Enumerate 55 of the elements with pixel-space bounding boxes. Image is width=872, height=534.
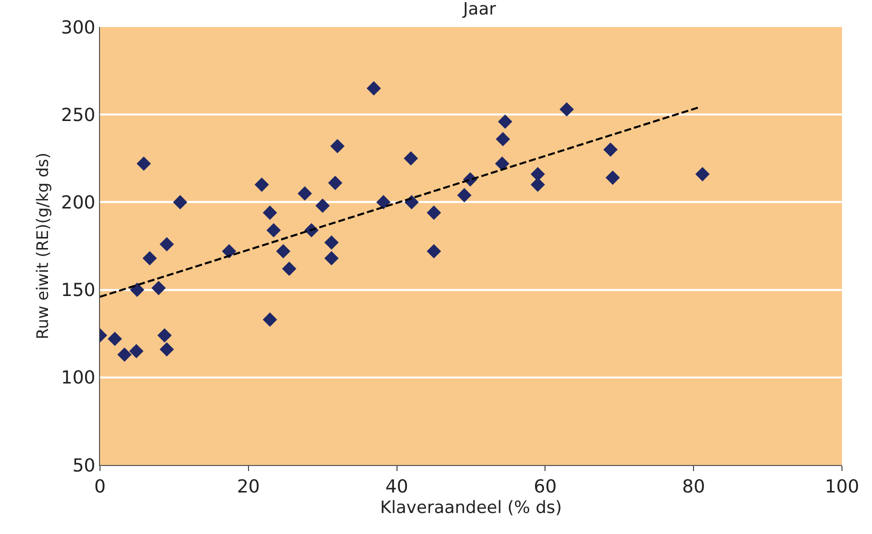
- point: [108, 332, 122, 346]
- point: [282, 262, 296, 276]
- y-tick-label: 200: [61, 192, 96, 214]
- point: [262, 312, 278, 327]
- point: [496, 132, 510, 146]
- point: [366, 81, 381, 96]
- point: [324, 251, 339, 266]
- point: [117, 347, 132, 362]
- point: [530, 167, 545, 182]
- y-tick-label: 150: [61, 280, 96, 302]
- point: [404, 195, 419, 210]
- x-tick-label: 0: [94, 476, 106, 498]
- x-tick-label: 100: [824, 476, 860, 498]
- x-tick-label: 40: [385, 476, 408, 498]
- point: [530, 178, 545, 192]
- point: [160, 342, 174, 357]
- point: [695, 167, 710, 182]
- x-tick-label: 60: [534, 476, 557, 498]
- y-tick-label: 250: [61, 104, 96, 126]
- x-tick-label: 80: [682, 476, 706, 498]
- point: [495, 156, 510, 171]
- chart-title: Jaar: [462, 0, 496, 20]
- point: [603, 142, 618, 157]
- point: [130, 282, 144, 297]
- y-tick-label: 50: [72, 455, 96, 476]
- y-tick-label: 300: [61, 17, 96, 38]
- point: [262, 206, 278, 220]
- point: [129, 344, 144, 358]
- point: [157, 328, 172, 342]
- point: [324, 235, 339, 250]
- point: [254, 178, 269, 192]
- point: [142, 251, 157, 266]
- y-tick-label: 100: [61, 368, 96, 389]
- point: [426, 244, 442, 258]
- point: [298, 186, 312, 201]
- x-axis-title: Klaveraandeel (% ds): [380, 498, 562, 518]
- point: [151, 280, 166, 296]
- point: [276, 244, 290, 258]
- point: [560, 102, 574, 116]
- point: [172, 195, 188, 210]
- point: [330, 138, 345, 154]
- point: [498, 114, 512, 129]
- point: [315, 198, 330, 213]
- point: [160, 237, 174, 252]
- point: [266, 223, 281, 238]
- point: [457, 188, 472, 202]
- point: [426, 206, 442, 220]
- point: [404, 151, 418, 166]
- x-tick-label: 20: [236, 476, 260, 498]
- point: [328, 176, 342, 190]
- point: [222, 244, 236, 258]
- point: [606, 170, 620, 185]
- point: [376, 195, 391, 210]
- y-axis-title: Ruw eiwit (RE)(g/kg ds): [32, 152, 52, 340]
- point: [136, 156, 151, 171]
